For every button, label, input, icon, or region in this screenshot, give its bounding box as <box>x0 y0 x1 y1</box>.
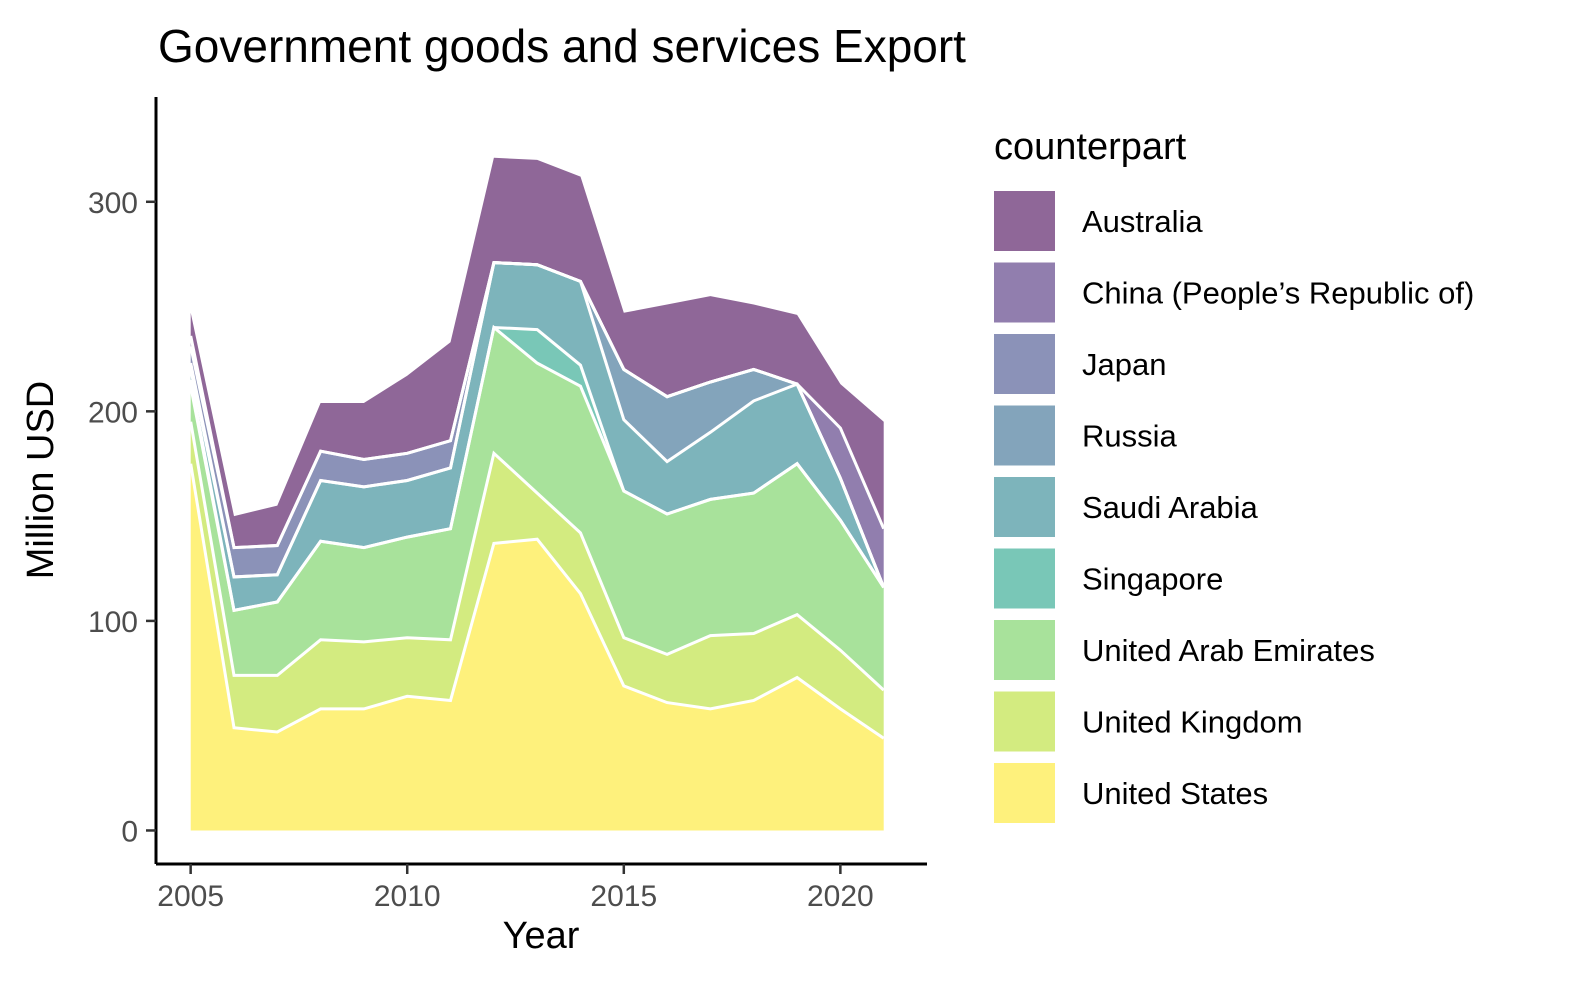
legend-swatch <box>994 334 1055 394</box>
boundary-china-people-s-republic-of <box>189 261 886 550</box>
x-tick-label: 2005 <box>157 880 224 913</box>
area-saudi-arabia <box>190 262 884 611</box>
legend-swatch <box>994 763 1055 823</box>
legend-swatch <box>994 262 1055 323</box>
area-japan <box>190 262 884 588</box>
y-tick-label: 0 <box>121 815 138 848</box>
legend-item-singapore: Singapore <box>994 548 1223 609</box>
boundary-united-states <box>189 463 885 740</box>
legend-label: United States <box>1082 776 1268 811</box>
boundary-united-kingdom <box>189 421 885 692</box>
x-tick-label: 2015 <box>590 880 657 913</box>
legend-swatch <box>994 691 1055 752</box>
legend-item-united-kingdom: United Kingdom <box>994 691 1303 752</box>
legend-swatch <box>994 191 1055 251</box>
y-tick-label: 200 <box>88 396 138 429</box>
legend-item-united-arab-emirates: United Arab Emirates <box>994 620 1375 680</box>
area-united-kingdom <box>190 421 884 739</box>
area-australia <box>190 157 884 548</box>
legend-title: counterpart <box>994 126 1187 168</box>
chart-title: Government goods and services Export <box>158 20 966 72</box>
legend-item-china-people-s-republic-of: China (People’s Republic of) <box>994 262 1474 323</box>
area-united-states <box>190 463 884 831</box>
axis-layer <box>154 97 927 866</box>
legend-item-australia: Australia <box>994 191 1203 251</box>
y-tick-label: 300 <box>88 187 138 220</box>
legend-swatch <box>994 405 1055 466</box>
legend-item-united-states: United States <box>994 763 1268 823</box>
legend-label: United Arab Emirates <box>1082 633 1375 668</box>
x-tick-label: 2010 <box>374 880 441 913</box>
tick-layer: 0 100 200 300 2005 2010 2015 2020 <box>88 187 874 913</box>
legend-label: United Kingdom <box>1082 705 1303 740</box>
area-united-arab-emirates <box>190 327 884 691</box>
area-layer <box>189 157 886 831</box>
y-axis-title: Million USD <box>20 381 62 579</box>
legend-label: Australia <box>1082 204 1203 239</box>
x-tick-label: 2020 <box>807 880 874 913</box>
legend-label: Japan <box>1082 347 1166 382</box>
legend-item-japan: Japan <box>994 334 1166 394</box>
legend-label: Singapore <box>1082 562 1223 597</box>
legend-label: Saudi Arabia <box>1082 490 1259 525</box>
boundary-singapore <box>189 325 885 613</box>
legend-label: China (People’s Republic of) <box>1082 276 1474 311</box>
legend-swatch <box>994 620 1055 680</box>
y-tick-label: 100 <box>88 606 138 639</box>
legend: counterpart Australia China (People’s Rep… <box>994 126 1474 823</box>
legend-item-russia: Russia <box>994 405 1178 466</box>
legend-label: Russia <box>1082 419 1178 454</box>
legend-swatch <box>994 477 1055 537</box>
legend-swatch <box>994 548 1055 609</box>
legend-item-saudi-arabia: Saudi Arabia <box>994 477 1259 537</box>
x-axis-title: Year <box>503 915 580 957</box>
